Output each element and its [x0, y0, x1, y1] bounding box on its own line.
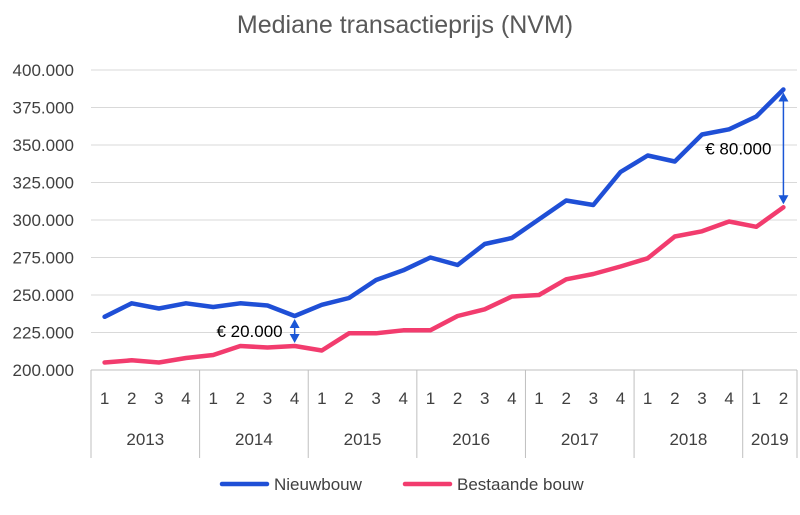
y-tick-label: 375.000: [13, 99, 74, 118]
x-tick-quarter: 4: [616, 389, 625, 408]
x-tick-quarter: 3: [371, 389, 380, 408]
x-tick-quarter: 3: [263, 389, 272, 408]
annotations: € 20.000 € 80.000: [216, 92, 789, 343]
x-tick-quarter: 1: [752, 389, 761, 408]
x-tick-quarter: 1: [317, 389, 326, 408]
x-tick-quarter: 4: [724, 389, 733, 408]
y-axis-ticks: 200.000 225.000 250.000 275.000 300.000 325.0…: [13, 61, 74, 380]
x-tick-quarter: 2: [561, 389, 570, 408]
x-tick-quarter: 1: [426, 389, 435, 408]
x-tick-quarter: 1: [100, 389, 109, 408]
series-line-bestaande-bouw: [102, 205, 786, 365]
x-tick-quarter: 2: [779, 389, 788, 408]
x-tick-quarter: 3: [480, 389, 489, 408]
y-tick-label: 325.000: [13, 174, 74, 193]
annotation-label: € 80.000: [705, 139, 771, 158]
x-tick-quarter: 2: [236, 389, 245, 408]
y-tick-label: 275.000: [13, 249, 74, 268]
legend: Nieuwbouw Bestaande bouw: [219, 475, 584, 494]
x-tick-quarter: 1: [534, 389, 543, 408]
y-tick-label: 200.000: [13, 361, 74, 380]
x-tick-quarter: 4: [181, 389, 190, 408]
y-tick-label: 300.000: [13, 211, 74, 230]
series-line-nieuwbouw: [102, 87, 786, 320]
x-tick-year: 2016: [452, 430, 490, 449]
x-tick-year: 2014: [235, 430, 273, 449]
x-tick-quarter: 4: [290, 389, 299, 408]
x-tick-year: 2019: [751, 430, 789, 449]
x-tick-year: 2013: [126, 430, 164, 449]
legend-label: Nieuwbouw: [274, 475, 363, 494]
x-tick-quarter: 4: [399, 389, 408, 408]
x-tick-year: 2017: [561, 430, 599, 449]
annotation-arrowhead-down: [289, 334, 300, 343]
series-lines: [102, 87, 786, 365]
x-tick-quarter: 1: [643, 389, 652, 408]
y-tick-label: 225.000: [13, 324, 74, 343]
x-tick-quarter: 4: [507, 389, 516, 408]
x-tick-quarter: 2: [670, 389, 679, 408]
y-tick-label: 400.000: [13, 61, 74, 80]
y-tick-label: 250.000: [13, 286, 74, 305]
x-tick-quarter: 3: [154, 389, 163, 408]
annotation-label: € 20.000: [216, 322, 282, 341]
x-tick-quarter: 3: [697, 389, 706, 408]
x-tick-year: 2018: [669, 430, 707, 449]
x-tick-quarter: 3: [589, 389, 598, 408]
x-tick-year: 2015: [344, 430, 382, 449]
x-tick-quarter: 1: [208, 389, 217, 408]
x-tick-quarter: 2: [127, 389, 136, 408]
annotation-arrowhead-down: [778, 195, 789, 205]
legend-label: Bestaande bouw: [457, 475, 584, 494]
chart-title: Mediane transactieprijs (NVM): [237, 11, 573, 39]
gridlines: [91, 69, 797, 371]
x-tick-quarter: 2: [344, 389, 353, 408]
y-tick-label: 350.000: [13, 136, 74, 155]
x-tick-quarter: 2: [453, 389, 462, 408]
annotation-arrowhead-up: [289, 319, 300, 328]
annotation-arrowhead-up: [778, 92, 789, 102]
